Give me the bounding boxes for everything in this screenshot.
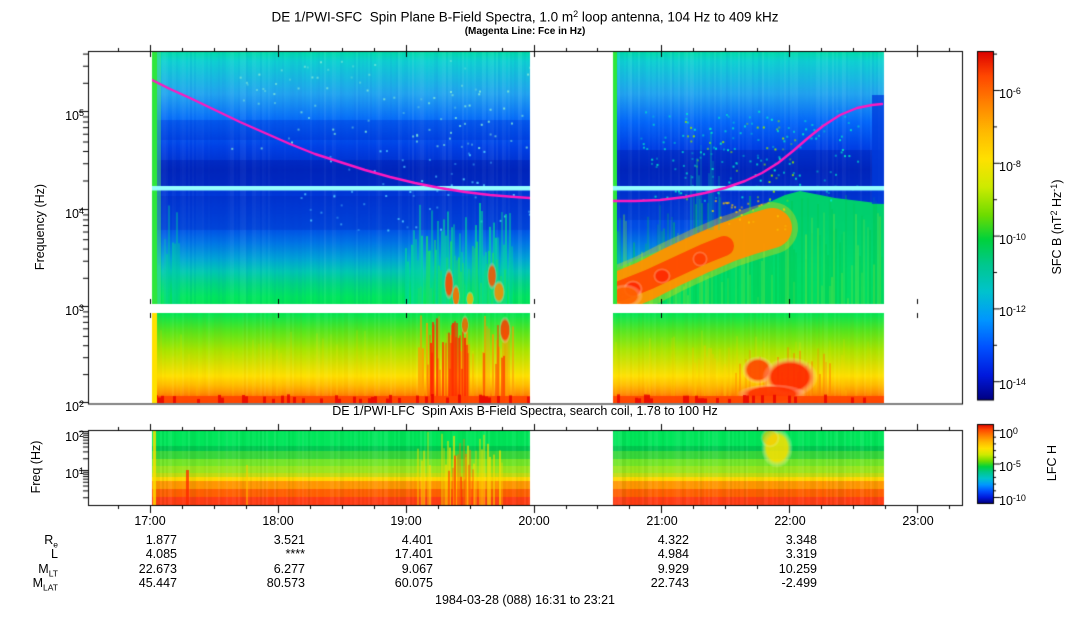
time-label-2100: 21:00 — [646, 514, 678, 528]
ephemeris-value: -2.499 — [781, 576, 817, 590]
time-label-1800: 18:00 — [262, 514, 294, 528]
sfc-colorbar-tick-1e-12: 10-12 — [999, 304, 1026, 320]
ephemeris-value: 4.322 — [657, 533, 689, 547]
ephemeris-value: 4.401 — [401, 533, 433, 547]
ephemeris-value: 10.259 — [778, 562, 817, 576]
page-title-text-2: loop antenna, 104 Hz to 409 kHz — [578, 9, 779, 25]
sfc-ytick-1e4: 104 — [65, 206, 84, 222]
ephemeris-value: 22.743 — [650, 576, 689, 590]
page-title: DE 1/PWI-SFC Spin Plane B-Field Spectra,… — [88, 8, 962, 25]
ephemeris-value: 4.085 — [145, 547, 177, 561]
ephemeris-row-label-re: Re — [44, 533, 58, 550]
ephemeris-value: 9.067 — [401, 562, 433, 576]
ephemeris-value: **** — [285, 547, 305, 561]
sfc-colorbar-tick-1e-10: 10-10 — [999, 232, 1026, 248]
sfc-colorbar-tick-1e-6: 10-6 — [999, 86, 1021, 102]
ephemeris-value: 3.348 — [785, 533, 817, 547]
sfc-ytick-1e5: 105 — [65, 108, 84, 124]
ephemeris-value: 3.521 — [273, 533, 305, 547]
ephemeris-row-label-mlt: MLT — [38, 562, 58, 579]
ephemeris-value: 3.319 — [785, 547, 817, 561]
sfc-colorbar-label: SFC B (nT2 Hz-1) — [1048, 179, 1065, 275]
lfc-colorbar-tick-1e0: 100 — [999, 426, 1018, 442]
sfc-ytick-1e3: 103 — [65, 303, 84, 319]
footer-date-range: 1984-03-28 (088) 16:31 to 23:21 — [435, 593, 615, 607]
time-label-2300: 23:00 — [902, 514, 934, 528]
ephemeris-value: 45.447 — [138, 576, 177, 590]
ephemeris-row-label-mlat: MLAT — [32, 576, 58, 593]
time-label-1700: 17:00 — [134, 514, 166, 528]
ephemeris-value: 60.075 — [394, 576, 433, 590]
ephemeris-value: 6.277 — [273, 562, 305, 576]
ephemeris-value: 80.573 — [266, 576, 305, 590]
lfc-panel-title: DE 1/PWI-LFC Spin Axis B-Field Spectra, … — [332, 404, 718, 418]
lfc-ytick-1e2: 102 — [65, 429, 84, 445]
lfc-ytick-1e1: 101 — [65, 466, 84, 482]
sfc-y-axis-label: Frequency (Hz) — [33, 183, 47, 271]
sfc-colorbar-tick-1e-14: 10-14 — [999, 377, 1026, 393]
page-title-text: DE 1/PWI-SFC Spin Plane B-Field Spectra,… — [271, 9, 574, 25]
time-label-2200: 22:00 — [774, 514, 806, 528]
time-label-2000: 20:00 — [518, 514, 550, 528]
lfc-colorbar-tick-1e-5: 10-5 — [999, 459, 1021, 475]
sfc-ytick-1e2: 102 — [65, 399, 84, 415]
time-label-1900: 19:00 — [390, 514, 422, 528]
ephemeris-row-label-l: L — [51, 547, 58, 561]
sfc-colorbar-tick-1e-8: 10-8 — [999, 159, 1021, 175]
ephemeris-value: 4.984 — [657, 547, 689, 561]
page-title-sup: 2 — [573, 9, 579, 19]
ephemeris-value: 1.877 — [145, 533, 177, 547]
lfc-colorbar-tick-1e-10: 10-10 — [999, 493, 1026, 509]
page-subtitle: (Magenta Line: Fce in Hz) — [464, 26, 586, 37]
ephemeris-value: 22.673 — [138, 562, 177, 576]
ephemeris-value: 9.929 — [657, 562, 689, 576]
lfc-colorbar-label: LFC H — [1045, 444, 1059, 482]
ephemeris-value: 17.401 — [394, 547, 433, 561]
